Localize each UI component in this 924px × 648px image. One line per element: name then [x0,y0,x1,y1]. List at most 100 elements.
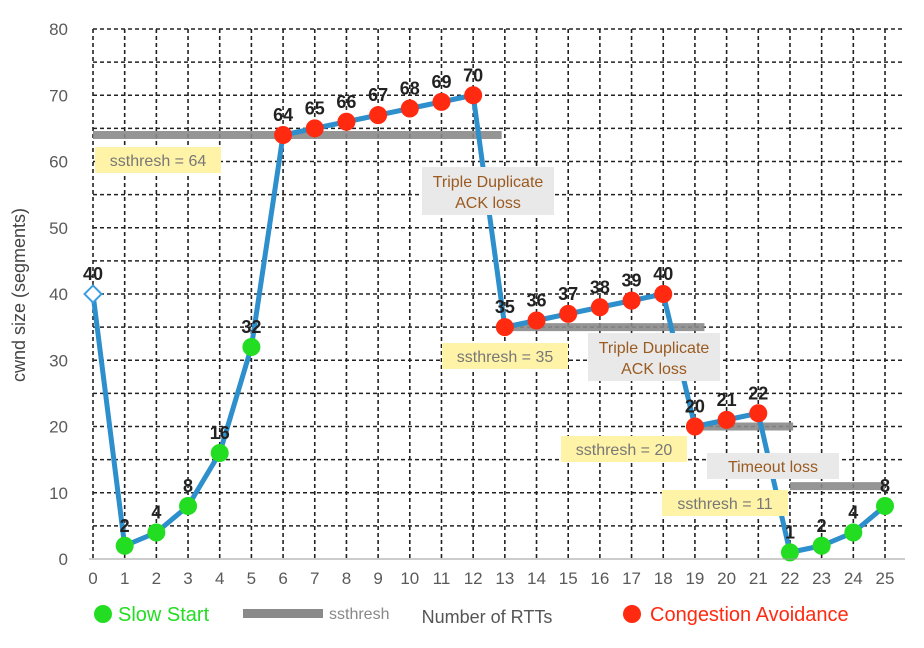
point-value-label: 2 [817,516,827,536]
ssthresh-label-box [561,436,687,462]
x-tick-label: 6 [278,569,287,588]
point-value-label: 21 [717,390,737,410]
congestion-avoidance-point [717,410,736,429]
x-tick-label: 2 [152,569,161,588]
point-value-label: 1 [785,522,795,542]
x-tick-label: 7 [310,569,319,588]
point-value-label: 68 [400,79,420,99]
y-tick-label: 60 [49,153,68,172]
x-tick-label: 17 [622,569,641,588]
congestion-avoidance-point [337,112,356,131]
slow-start-point [147,523,166,542]
ssthresh-bar [694,422,794,431]
ssthresh-lines [93,131,885,491]
x-tick-label: 0 [88,569,97,588]
slow-start-point [179,497,198,515]
point-value-label: 2 [120,516,130,536]
y-tick-label: 10 [49,484,68,503]
slow-start-point [812,536,831,555]
point-value-label: 39 [622,271,642,291]
loss-annotation-box [422,167,554,215]
congestion-avoidance-point [559,304,578,323]
loss-annotation-line: Timeout loss [728,459,818,476]
loss-annotation-line: ACK loss [455,195,521,212]
loss-annotation-line: Triple Duplicate [599,340,710,357]
x-tick-label: 18 [654,569,673,588]
ssthresh-label: ssthresh = 20 [576,442,673,459]
loss-annotation: Triple Duplicate ACK loss [599,340,710,378]
x-tick-label: 11 [433,569,451,588]
loss-annotation-box [707,453,839,479]
congestion-avoidance-point [464,86,483,105]
x-tick-label: 8 [342,569,351,588]
slow-start-point [210,444,229,462]
x-tick-label: 24 [844,569,863,588]
legend-ssthresh-label: ssthresh [329,606,389,623]
point-value-label: 38 [590,277,610,297]
y-tick-label: 30 [49,351,68,370]
x-tick-label: 15 [559,569,578,588]
point-value-label: 66 [336,92,356,112]
legend-slow-start-marker [94,605,112,623]
x-tick-label: 25 [876,569,895,588]
congestion-avoidance-point [400,99,419,118]
congestion-avoidance-point [685,417,704,436]
point-value-label: 65 [305,98,325,118]
ssthresh-bar [789,482,885,491]
point-value-label: 16 [210,423,230,443]
x-tick-label: 12 [464,569,483,588]
x-tick-label: 1 [120,569,129,588]
x-tick-label: 21 [749,569,768,588]
cwnd-points [83,86,894,562]
slow-start-point [242,338,261,356]
start-point [83,284,103,304]
loss-annotation: Timeout loss [728,459,818,476]
y-axis-label: cwnd size (segments) [9,208,29,382]
annotations: ssthresh = 64 ssthresh = 35 ssthresh = 20 s… [95,147,839,516]
x-tick-label: 23 [812,569,831,588]
loss-annotation-line: ACK loss [621,361,687,378]
loss-annotation: Triple Duplicate ACK loss [433,174,544,212]
point-value-label: 67 [368,85,388,105]
legend: Slow Start ssthresh Number of RTTs Congesti… [94,604,849,627]
x-tick-label: 13 [495,569,514,588]
x-tick-label: 4 [215,569,224,588]
loss-annotation-line: Triple Duplicate [433,174,544,191]
slow-start-point [876,497,894,515]
y-tick-label: 20 [49,418,68,437]
legend-ssthresh-marker [243,609,323,618]
ssthresh-label: ssthresh = 64 [110,153,207,170]
legend-congestion-avoidance-marker [623,605,641,623]
point-value-label: 20 [685,397,705,417]
x-tick-label: 22 [780,569,799,588]
congestion-avoidance-point [590,298,609,317]
y-tick-label: 0 [59,550,68,569]
y-tick-label: 40 [49,285,68,304]
y-tick-label: 50 [49,219,68,238]
slow-start-point [115,536,134,555]
point-value-label: 8 [880,476,890,496]
slow-start-point [844,523,863,542]
ssthresh-bar [93,131,502,139]
congestion-avoidance-point [369,106,388,125]
x-tick-label: 3 [183,569,192,588]
ssthresh-label: ssthresh = 35 [457,349,554,366]
congestion-avoidance-point [432,92,451,111]
slow-start-point [780,543,799,562]
x-tick-label: 16 [590,569,609,588]
point-value-label: 64 [273,105,293,125]
congestion-avoidance-point [654,285,673,303]
x-axis-title: Number of RTTs [422,607,553,627]
point-value-label: 36 [527,291,547,311]
congestion-avoidance-point [622,291,641,310]
point-value-label: 4 [848,503,858,523]
ssthresh-bar [504,323,705,332]
y-tick-label: 70 [49,86,68,105]
congestion-avoidance-point [305,119,324,138]
congestion-avoidance-point [274,126,293,144]
x-tick-label: 9 [373,569,382,588]
